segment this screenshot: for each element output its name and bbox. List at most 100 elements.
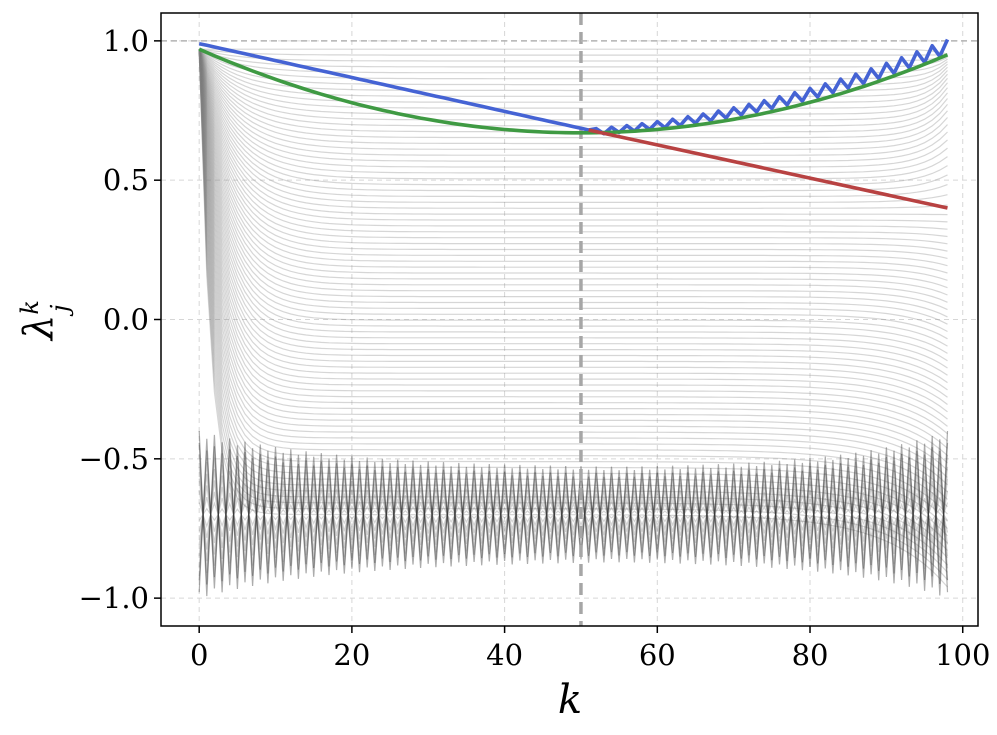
background-eigenvalue-curve	[199, 48, 948, 62]
oscillating-eigenvalue-curve	[198, 496, 949, 533]
background-eigenvalue-curve	[198, 49, 948, 174]
series-line-lower-branch	[588, 128, 948, 210]
oscillating-eigenvalue-curve	[198, 501, 949, 529]
background-eigenvalue-curve	[198, 48, 948, 86]
background-eigenvalue-curve	[198, 49, 948, 281]
background-eigenvalue-curve	[198, 49, 948, 573]
oscillating-eigenvalue-curve	[198, 485, 949, 545]
background-eigenvalue-curve	[198, 48, 948, 68]
oscillating-eigenvalue-curve	[198, 490, 949, 538]
y-label-base: λ	[16, 315, 62, 342]
background-eigenvalue-curve	[198, 49, 948, 537]
background-eigenvalue-curve	[198, 49, 948, 192]
background-eigenvalue-curve	[198, 49, 948, 391]
background-eigenvalue-curve	[198, 49, 948, 230]
x-tick-label: 40	[486, 638, 523, 672]
axis-ticks: 0 20 40 60 80 100 1.0 0.5 0.0 −0.5 −1.0	[79, 24, 991, 672]
oscillating-eigenvalue-curve	[198, 473, 949, 557]
y-tick-label: 0.0	[103, 303, 149, 337]
background-eigenvalue-curve	[198, 48, 948, 80]
background-eigenvalue-curve	[199, 48, 948, 56]
background-eigenvalue-curve	[198, 48, 948, 115]
y-tick-label: 0.5	[103, 163, 149, 197]
oscillating-eigenvalue-curve	[198, 442, 949, 585]
background-eigenvalue-curve	[198, 49, 948, 427]
highlighted-series	[198, 38, 950, 210]
background-eigenvalue-curve	[198, 49, 948, 508]
background-eigenvalue-curve	[198, 49, 948, 296]
background-eigenvalue-curve	[198, 49, 948, 588]
background-eigenvalue-curve	[198, 49, 948, 311]
background-eigenvalue-curve	[198, 49, 948, 223]
background-eigenvalue-curve	[198, 48, 948, 103]
background-eigenvalue-curve	[198, 49, 948, 267]
background-eigenvalue-curve	[198, 49, 948, 471]
oscillating-eigenvalue-curve	[198, 438, 949, 593]
background-eigenvalue-curve	[198, 49, 948, 493]
background-eigenvalue-curve	[198, 49, 948, 180]
x-tick-label: 60	[639, 638, 676, 672]
background-eigenvalue-curve	[198, 49, 948, 318]
background-eigenvalue-curve	[198, 49, 948, 581]
background-eigenvalue-curve	[198, 49, 948, 186]
oscillating-eigenvalue-curve	[198, 466, 949, 562]
background-eigenvalue-curve	[198, 49, 948, 203]
series-line-largest-eigenvalue	[198, 47, 949, 135]
background-eigenvalue-curve	[198, 49, 948, 478]
background-eigenvalue-curve	[198, 49, 948, 347]
oscillating-eigenvalue-curve	[198, 478, 949, 550]
background-eigenvalue-curve	[198, 49, 948, 442]
background-eigenvalue-curve	[198, 49, 948, 252]
background-eigenvalue-curve	[198, 49, 948, 209]
background-eigenvalue-curve	[198, 49, 948, 566]
background-eigenvalue-curve	[198, 49, 948, 376]
y-tick-label: −0.5	[79, 442, 149, 476]
series-line-upper-bound	[198, 38, 950, 136]
background-eigenvalue-curve	[198, 49, 948, 464]
background-eigenvalue-curve	[198, 49, 948, 559]
background-eigenvalue-curve	[198, 48, 948, 109]
y-tick-label: −1.0	[79, 581, 149, 615]
background-eigenvalue-curve	[198, 48, 948, 145]
svg-text:λkj: λkj	[16, 300, 74, 342]
background-eigenvalue-curve	[198, 49, 948, 362]
reference-lines	[161, 13, 978, 626]
background-eigenvalue-curves	[198, 48, 949, 597]
y-axis-label: λkj	[16, 300, 74, 342]
background-eigenvalue-curve	[198, 49, 948, 500]
background-eigenvalue-curve	[198, 49, 948, 369]
grid	[161, 13, 978, 626]
oscillating-eigenvalue-curve	[198, 462, 949, 569]
x-tick-label: 20	[333, 638, 370, 672]
y-tick-label: 1.0	[103, 24, 149, 58]
background-eigenvalue-curve	[198, 49, 948, 413]
background-eigenvalue-curve	[198, 49, 948, 162]
background-eigenvalue-curve	[198, 49, 948, 398]
x-tick-label: 100	[935, 638, 990, 672]
background-eigenvalue-curve	[198, 49, 948, 333]
background-eigenvalue-curve	[198, 48, 948, 139]
background-eigenvalue-curve	[198, 49, 948, 435]
background-eigenvalue-curve	[198, 49, 948, 245]
y-label-sup: k	[16, 300, 44, 315]
background-eigenvalue-curve	[198, 49, 948, 384]
background-eigenvalue-curve	[199, 48, 948, 55]
background-eigenvalue-curve	[198, 49, 948, 325]
x-axis-label: k	[558, 677, 582, 723]
background-eigenvalue-curve	[198, 49, 948, 289]
background-eigenvalue-curve	[198, 49, 948, 515]
oscillating-eigenvalue-curve	[198, 450, 949, 581]
x-tick-label: 0	[190, 638, 208, 672]
oscillating-eigenvalue-curve	[198, 507, 949, 522]
x-tick-label: 80	[792, 638, 829, 672]
background-eigenvalue-curve	[198, 49, 948, 457]
background-eigenvalue-curve	[198, 49, 948, 420]
background-eigenvalue-curve	[198, 49, 948, 405]
background-eigenvalue-curve	[198, 49, 948, 340]
background-eigenvalue-curve	[198, 49, 948, 530]
background-eigenvalue-curve	[198, 49, 948, 198]
background-eigenvalue-curve	[198, 49, 948, 551]
background-eigenvalue-curve	[198, 49, 948, 354]
